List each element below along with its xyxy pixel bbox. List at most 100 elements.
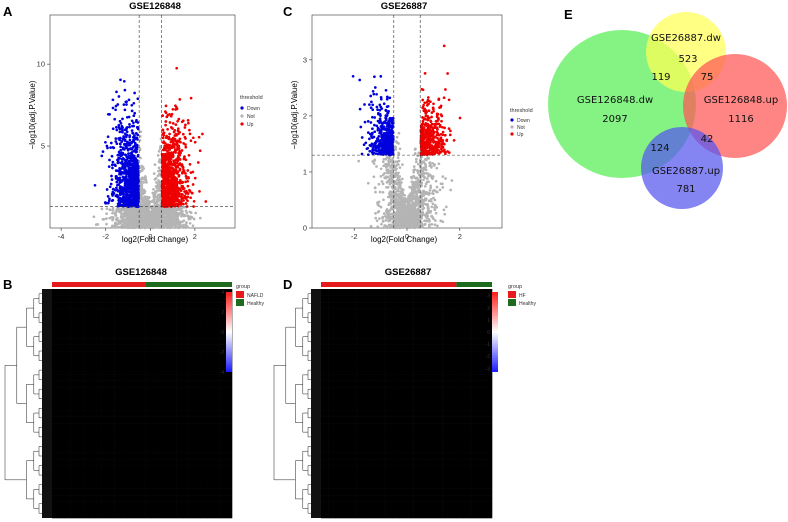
point-not [430,205,434,209]
point-not [426,206,430,210]
point-up [161,161,165,165]
point-down [114,164,117,168]
point-not [135,222,139,226]
point-not [389,190,393,194]
point-down [119,185,122,188]
point-not [396,156,400,159]
point-not [105,217,108,220]
point-down [113,117,117,121]
point-down [372,144,376,148]
point-up [169,140,173,144]
point-down [109,182,113,186]
point-down [136,190,139,194]
point-up [442,44,446,48]
point-not [137,212,141,216]
point-down [386,150,390,154]
point-not [422,160,425,163]
point-down [125,183,128,186]
point-not [422,199,426,203]
point-up [193,176,197,180]
point-not [154,176,158,180]
point-down [372,92,376,96]
point-not [157,160,161,164]
point-not [139,198,143,201]
point-not [168,226,172,230]
point-not [391,176,394,180]
point-not [157,166,161,170]
point-not [158,211,162,215]
point-not [142,181,146,184]
point-down [118,142,122,146]
point-not [157,150,161,153]
point-down [109,141,113,145]
point-down [366,153,370,157]
point-not [397,131,401,135]
point-down [133,134,136,137]
point-up [181,187,185,191]
point-not [153,163,157,166]
point-down [391,118,394,121]
point-down [130,129,134,132]
point-up [164,111,168,115]
point-up [185,177,189,180]
point-down [136,125,140,129]
point-down [135,165,139,168]
point-not [384,218,388,222]
point-not [407,204,411,207]
point-down [371,103,375,107]
point-down [390,131,393,135]
point-down [131,200,135,203]
point-up [183,135,187,139]
point-not [420,162,423,165]
point-down [375,105,379,109]
point-not [390,200,393,203]
point-up [170,195,174,199]
point-up [184,123,187,127]
point-down [122,103,126,106]
x-tick-label: -2 [102,232,109,241]
point-not [419,175,422,179]
point-down [386,111,390,115]
point-down [124,100,128,104]
point-down [126,187,130,191]
point-not [424,182,428,186]
point-not [385,225,389,229]
point-not [105,222,108,226]
point-not [175,211,179,215]
point-not [169,209,173,213]
point-up [161,114,165,117]
point-down [106,146,109,150]
point-not [167,218,170,222]
point-down [132,114,136,118]
point-down [110,178,114,181]
point-not [394,167,398,171]
point-down [121,175,125,179]
point-up [171,169,175,173]
point-not [163,218,166,222]
point-not [405,213,408,217]
point-down [133,91,136,95]
point-down [373,130,377,134]
point-up [180,192,183,196]
point-not [117,220,121,223]
point-not [403,221,406,224]
point-not [188,221,192,225]
point-not [178,211,181,215]
point-not [398,225,401,229]
point-up [177,191,181,195]
point-not [366,181,370,185]
point-up [182,202,185,206]
point-not [396,189,399,193]
point-down [106,135,110,139]
point-down [110,199,114,203]
point-not [180,207,184,210]
point-not [140,219,144,223]
point-not [425,158,428,162]
point-not [384,214,387,218]
points [92,66,208,230]
point-not [387,219,390,223]
point-not [428,225,431,229]
point-up [161,174,165,178]
point-not [176,225,180,228]
point-down [359,125,363,129]
